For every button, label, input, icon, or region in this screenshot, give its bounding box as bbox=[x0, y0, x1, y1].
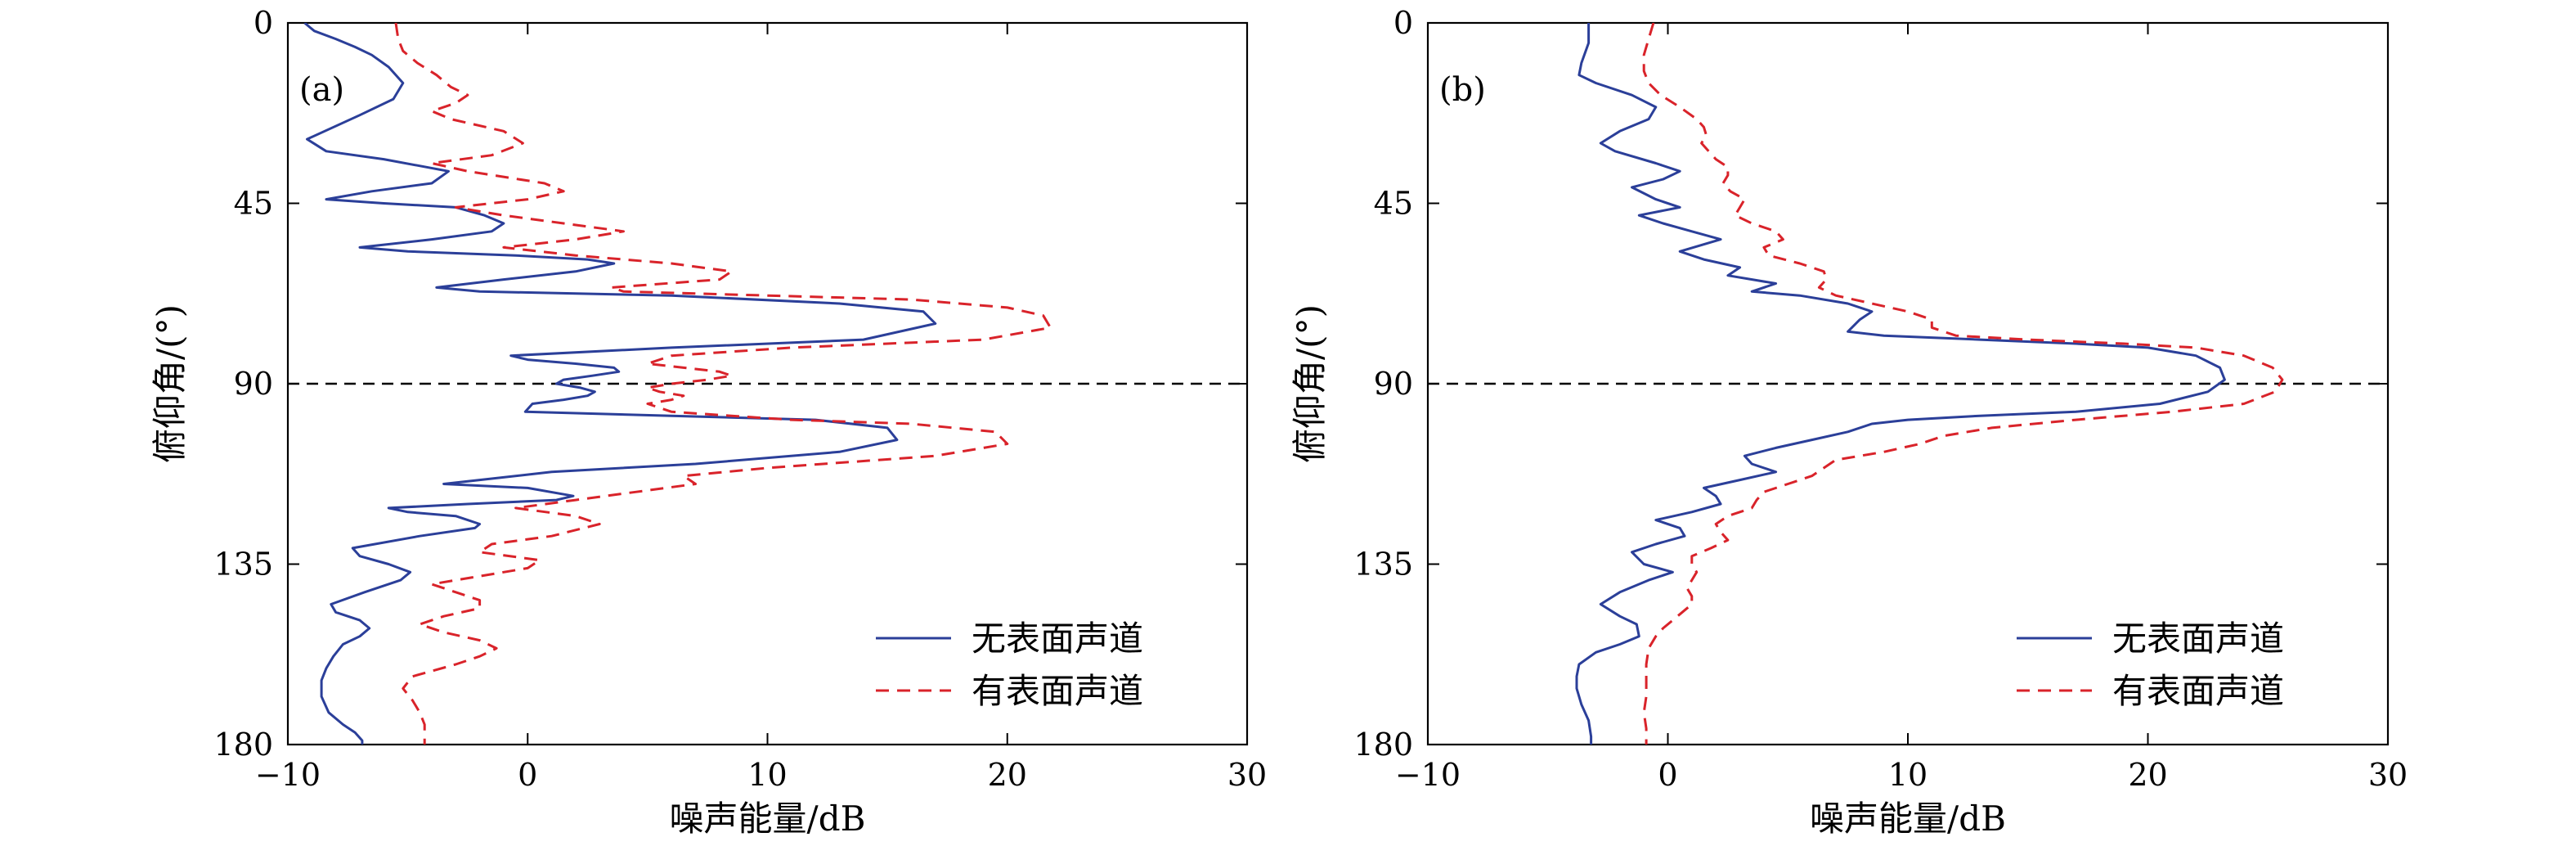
x-tick-label: 20 bbox=[988, 757, 1027, 793]
legend-label: 有表面声道 bbox=[2112, 671, 2284, 711]
series-line-no-surface-duct bbox=[1575, 23, 2226, 745]
panel-label: (a) bbox=[299, 71, 344, 109]
y-tick-label: 0 bbox=[1393, 5, 1413, 41]
x-tick-label: 30 bbox=[1227, 757, 1267, 793]
series-line-with-surface-duct bbox=[394, 23, 1052, 745]
x-tick-label: 20 bbox=[2128, 757, 2167, 793]
x-tick-label: 30 bbox=[2368, 757, 2408, 793]
y-axis-label: 俯仰角/(°) bbox=[150, 304, 190, 463]
series-line-with-surface-duct bbox=[1642, 23, 2284, 745]
x-tick-label: 10 bbox=[1888, 757, 1928, 793]
legend-label: 无表面声道 bbox=[972, 619, 1143, 659]
panel-label: (b) bbox=[1439, 71, 1486, 109]
y-tick-label: 90 bbox=[234, 366, 273, 402]
x-axis-label: 噪声能量/dB bbox=[670, 799, 866, 839]
y-tick-label: 90 bbox=[1374, 366, 1413, 402]
legend-label: 无表面声道 bbox=[2112, 619, 2284, 659]
x-tick-label: −10 bbox=[255, 757, 321, 793]
y-tick-label: 0 bbox=[254, 5, 273, 41]
legend-label: 有表面声道 bbox=[972, 671, 1143, 711]
series-line-no-surface-duct bbox=[303, 23, 937, 745]
x-tick-label: 0 bbox=[1658, 757, 1677, 793]
y-tick-label: 135 bbox=[1353, 547, 1413, 583]
x-tick-label: −10 bbox=[1395, 757, 1461, 793]
y-tick-label: 135 bbox=[213, 547, 273, 583]
y-tick-label: 180 bbox=[213, 727, 273, 763]
panel-a: −10 0 10 20 30 0 45 90 135 180 (a) 噪声能量/dB 俯仰角/(°) 无表… bbox=[150, 5, 1267, 839]
y-axis-label: 俯仰角/(°) bbox=[1290, 304, 1330, 463]
y-tick-label: 45 bbox=[1374, 186, 1413, 222]
x-tick-label: 0 bbox=[518, 757, 537, 793]
x-tick-label: 10 bbox=[747, 757, 787, 793]
y-tick-label: 180 bbox=[1353, 727, 1413, 763]
x-axis-label: 噪声能量/dB bbox=[1810, 799, 2006, 839]
panel-b: −10 0 10 20 30 0 45 90 135 180 (b) 噪声能量/dB 俯仰角/(°) 无表… bbox=[1290, 5, 2408, 839]
y-tick-label: 45 bbox=[234, 186, 273, 222]
